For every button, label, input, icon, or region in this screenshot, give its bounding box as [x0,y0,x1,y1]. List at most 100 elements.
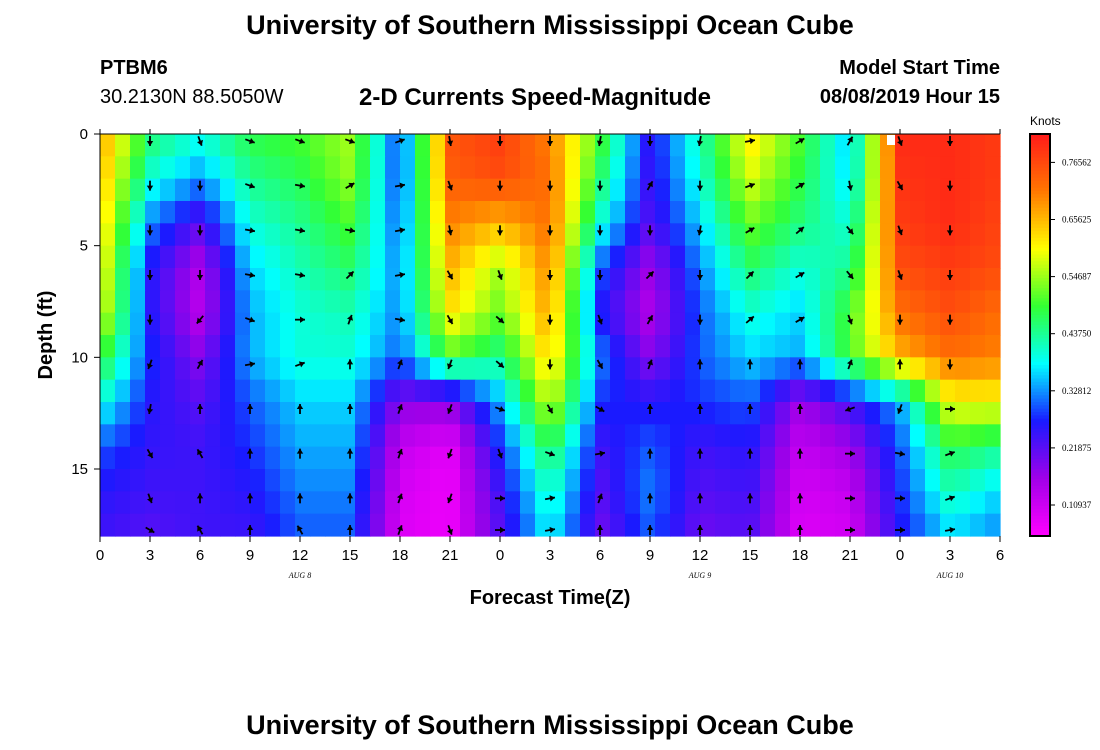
heatmap-cell [355,335,371,358]
heatmap-cell [820,424,836,448]
heatmap-cell [565,446,581,470]
colorbar-segment [1030,355,1050,360]
heatmap-cell [445,290,461,314]
heatmap-cell [250,513,266,537]
colorbar-segment [1030,375,1050,380]
heatmap-cell [895,245,911,269]
heatmap-cell [160,312,176,336]
heatmap-cell [565,290,581,314]
heatmap-cell [835,201,851,224]
heatmap-cell [370,312,386,336]
colorbar-segment [1030,465,1050,470]
heatmap-cell [535,446,551,470]
heatmap-cell [760,491,776,515]
heatmap-cell [355,268,371,291]
heatmap-cell [895,513,911,537]
heatmap-cell [130,268,146,291]
heatmap-cell [940,268,956,291]
current-vector-arrow [294,361,306,368]
heatmap-cell [865,379,881,403]
current-vector-arrow [845,495,855,502]
heatmap-cell [625,290,641,314]
heatmap-cell [490,469,506,492]
heatmap-cell [160,201,176,224]
colorbar-segment [1030,147,1050,152]
heatmap-cell [160,245,176,269]
heatmap-cell [115,446,131,470]
heatmap-cell [925,178,941,202]
heatmap-cell [280,335,296,358]
heatmap-cell [475,290,491,314]
heatmap-cell [100,245,116,269]
heatmap-cell [520,424,536,448]
heatmap-cell [235,201,251,224]
heatmap-cell [130,379,146,403]
heatmap-cell [400,335,416,358]
heatmap-cell [670,312,686,336]
x-tick-label: 3 [546,547,554,564]
heatmap-cell [415,290,431,314]
heatmap-cell [490,335,506,358]
heatmap-cell [250,178,266,202]
colorbar-segment [1030,194,1050,199]
heatmap-cell [415,312,431,336]
heatmap-cell [325,513,341,537]
colorbar-segment [1030,341,1050,346]
heatmap-cell [115,513,131,537]
colorbar-segment [1030,318,1050,323]
heatmap-cell [565,513,581,537]
heatmap-cell [700,357,716,381]
heatmap-cell [460,245,476,269]
current-vector-arrow [845,450,855,457]
heatmap-cell [400,156,416,180]
heatmap-cell [520,402,536,425]
heatmap-cell [235,290,251,314]
heatmap-cell [100,223,116,247]
current-vector-arrow [696,314,704,325]
colorbar-segment [1030,529,1050,534]
heatmap-cell [970,379,986,403]
heatmap-cell [925,245,941,269]
colorbar-segment [1030,348,1050,353]
colorbar-segment [1030,214,1050,219]
heatmap-cell [970,268,986,291]
heatmap-cell [370,446,386,470]
heatmap-cell [820,379,836,403]
heatmap-cell [610,424,626,448]
heatmap-cell [265,223,281,247]
heatmap-cell [505,178,521,202]
current-vector-arrow [446,359,454,370]
current-vector-arrow [346,493,354,504]
heatmap-cell [310,268,326,291]
colorbar-segment [1030,351,1050,356]
heatmap-cell [970,357,986,381]
heatmap-cell [805,312,821,336]
heatmap-cell [910,335,926,358]
heatmap-cell [385,312,401,336]
heatmap-cell [115,491,131,515]
heatmap-cell [685,335,701,358]
heatmap-cell [145,223,161,247]
heatmap-cell [325,469,341,492]
heatmap-cell [565,134,581,157]
heatmap-cell [805,357,821,381]
heatmap-cell [190,379,206,403]
heatmap-cell [715,201,731,224]
heatmap-cell [175,335,191,358]
x-tick-label: 3 [146,547,154,564]
heatmap-cell [100,268,116,291]
colorbar-segment [1030,211,1050,215]
current-vector-arrow [896,225,904,236]
heatmap-cell [115,134,131,157]
heatmap-cell [490,201,506,224]
current-vector-arrow [546,314,554,325]
heatmap-cell [730,290,746,314]
heatmap-cell [730,424,746,448]
heatmap-cell [565,223,581,247]
heatmap-cell [850,446,866,470]
page-title: University of Southern Mississippi Ocean… [246,10,854,40]
heatmap-cell [250,134,266,157]
heatmap-cell [505,402,521,425]
colorbar-tick-label: 0.43750 [1062,329,1092,339]
heatmap-cell [295,268,311,291]
